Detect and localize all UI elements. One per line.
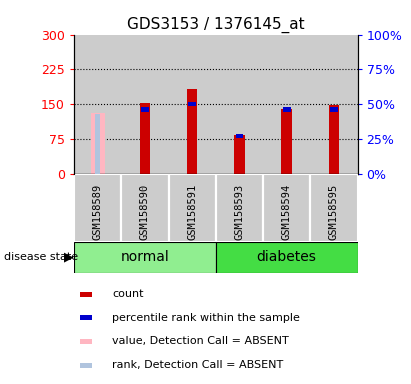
Bar [263,35,310,174]
Bar [81,362,92,367]
Bar [169,35,216,174]
Bar [81,292,92,296]
Bar [216,35,263,174]
Bar [330,108,338,112]
Text: diabetes: diabetes [257,250,316,264]
Bar [310,35,358,174]
Bar [234,135,245,174]
Text: normal: normal [120,250,169,264]
Bar [121,174,169,242]
Text: GSM158591: GSM158591 [187,184,197,240]
Bar [74,35,121,174]
Text: GSM158593: GSM158593 [234,184,245,240]
Bar [140,103,150,174]
Bar [216,174,263,242]
Text: GSM158589: GSM158589 [92,184,103,240]
Title: GDS3153 / 1376145_at: GDS3153 / 1376145_at [127,17,305,33]
Bar [81,339,92,344]
Text: count: count [113,289,144,299]
Text: rank, Detection Call = ABSENT: rank, Detection Call = ABSENT [113,360,284,370]
Bar [310,174,358,242]
Bar [282,109,292,174]
Bar [169,174,216,242]
Text: percentile rank within the sample: percentile rank within the sample [113,313,300,323]
Bar [236,134,243,139]
Bar [95,114,100,174]
Bar [90,113,105,174]
Text: ▶: ▶ [64,251,73,264]
Bar [263,174,310,242]
Bar [81,315,92,320]
Bar [188,102,196,106]
Bar [74,174,121,242]
Bar [283,108,291,112]
Bar [141,108,149,112]
Bar [74,242,216,273]
Text: value, Detection Call = ABSENT: value, Detection Call = ABSENT [113,336,289,346]
Text: GSM158594: GSM158594 [282,184,292,240]
Bar [187,89,197,174]
Text: disease state: disease state [4,252,78,262]
Text: GSM158595: GSM158595 [329,184,339,240]
Bar [121,35,169,174]
Bar [216,242,358,273]
Bar [329,105,339,174]
Text: GSM158590: GSM158590 [140,184,150,240]
